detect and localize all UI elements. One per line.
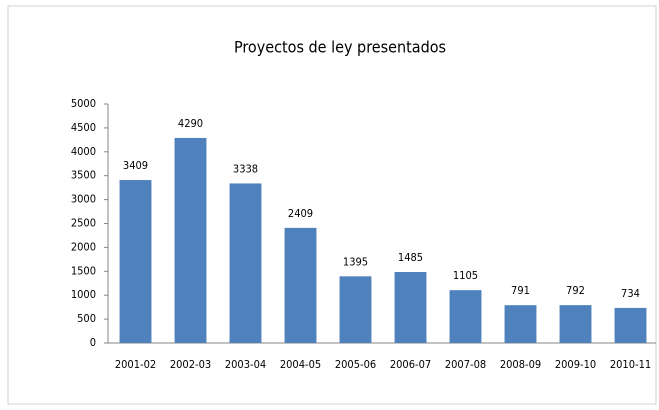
y-tick-label: 4000	[71, 145, 96, 158]
bar	[284, 227, 317, 343]
data-label: 2409	[288, 207, 313, 220]
x-tick-label: 2007-08	[445, 358, 486, 371]
y-tick-label: 2000	[71, 240, 96, 253]
data-label: 734	[621, 287, 640, 300]
y-tick-label: 4500	[71, 121, 96, 134]
x-tick-label: 2001-02	[115, 358, 156, 371]
bar	[394, 272, 427, 343]
y-tick-label: 2500	[71, 217, 96, 230]
bar	[449, 290, 482, 343]
y-tick-label: 3500	[71, 169, 96, 182]
data-label: 4290	[178, 117, 203, 130]
y-tick-label: 1500	[71, 264, 96, 277]
data-label: 1105	[453, 269, 478, 282]
x-tick-label: 2003-04	[225, 358, 266, 371]
chart-frame	[7, 5, 657, 405]
bar	[174, 137, 207, 343]
y-tick-label: 500	[77, 312, 96, 325]
bar	[504, 305, 537, 343]
x-tick-label: 2006-07	[390, 358, 431, 371]
bar	[559, 305, 592, 343]
data-label: 3338	[233, 162, 258, 175]
y-tick-label: 0	[90, 336, 96, 349]
x-tick-label: 2009-10	[555, 358, 596, 371]
y-tick-label: 1000	[71, 288, 96, 301]
x-tick-label: 2010-11	[610, 358, 651, 371]
data-label: 3409	[123, 159, 148, 172]
x-tick-label: 2002-03	[170, 358, 211, 371]
x-tick-label: 2008-09	[500, 358, 541, 371]
bar	[339, 276, 372, 343]
bar	[229, 183, 262, 343]
x-tick-label: 2005-06	[335, 358, 376, 371]
x-tick-label: 2004-05	[280, 358, 321, 371]
chart-title: Proyectos de ley presentados	[234, 38, 446, 57]
y-tick-label: 3000	[71, 193, 96, 206]
bar	[614, 307, 647, 343]
bar	[119, 180, 152, 343]
data-label: 1485	[398, 251, 423, 264]
data-label: 792	[566, 284, 585, 297]
data-label: 791	[511, 284, 530, 297]
y-tick-label: 5000	[71, 97, 96, 110]
data-label: 1395	[343, 255, 368, 268]
